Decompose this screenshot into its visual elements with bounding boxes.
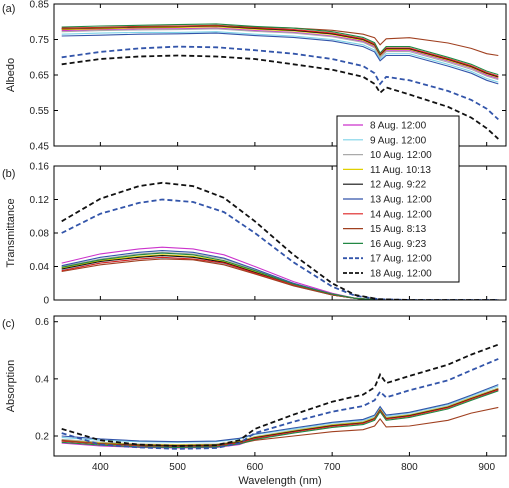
series-line-4 bbox=[61, 388, 499, 446]
series-line-4 bbox=[61, 26, 499, 79]
legend-entry-label: 11 Aug. 10:13 bbox=[370, 165, 431, 176]
y-axis-label: Absorption bbox=[5, 360, 17, 413]
x-tick-label: 600 bbox=[247, 462, 264, 473]
y-tick-label: 0.08 bbox=[30, 229, 50, 240]
y-axis-label: Transmittance bbox=[5, 198, 17, 267]
panel-label: (c) bbox=[2, 318, 15, 330]
legend-entry-label: 12 Aug. 9:22 bbox=[370, 180, 427, 191]
series-line-3 bbox=[61, 28, 499, 81]
legend-entry-label: 9 Aug. 12:00 bbox=[370, 135, 427, 146]
series-line-10 bbox=[61, 198, 499, 300]
y-tick-label: 0.85 bbox=[30, 0, 50, 11]
panel-2: 0 0.04 0.08 0.12 0.16 (b) Transmittance bbox=[2, 162, 507, 307]
series-line-6 bbox=[61, 250, 499, 300]
legend-entry-label: 18 Aug. 12:00 bbox=[370, 269, 432, 280]
series-line-8 bbox=[61, 258, 499, 300]
series-line-11 bbox=[61, 343, 499, 447]
series-line-10 bbox=[61, 45, 499, 121]
series-line-9 bbox=[61, 252, 499, 300]
x-tick-label: 800 bbox=[401, 462, 418, 473]
panel-label: (a) bbox=[2, 3, 15, 15]
y-tick-label: 0.6 bbox=[35, 317, 49, 328]
y-tick-label: 0.12 bbox=[30, 195, 50, 206]
plot-frame bbox=[53, 165, 507, 301]
legend-entry-label: 16 Aug. 9:23 bbox=[370, 239, 427, 250]
series-line-6 bbox=[61, 32, 499, 85]
plot-frame bbox=[53, 315, 507, 457]
series-line-10 bbox=[61, 358, 499, 450]
x-tick-label: 500 bbox=[169, 462, 186, 473]
legend-entry-label: 13 Aug. 12:00 bbox=[370, 195, 432, 206]
series-line-4 bbox=[61, 254, 499, 300]
panel-label: (b) bbox=[2, 168, 15, 180]
legend-entry-label: 15 Aug. 8:13 bbox=[370, 224, 427, 235]
series-line-5 bbox=[61, 25, 499, 78]
series-line-1 bbox=[61, 246, 499, 300]
y-tick-label: 0.4 bbox=[35, 374, 49, 385]
series-line-5 bbox=[61, 255, 499, 300]
y-axis-label: Albedo bbox=[5, 58, 17, 92]
series-line-9 bbox=[61, 23, 499, 76]
legend-entry-label: 8 Aug. 12:00 bbox=[370, 121, 427, 132]
panel-1: 0.45 0.55 0.65 0.75 0.85 (a) Albedo bbox=[2, 0, 507, 153]
y-tick-label: 0.04 bbox=[30, 262, 50, 273]
legend: 8 Aug. 12:00 9 Aug. 12:00 10 Aug. 12:00 11 … bbox=[336, 115, 460, 283]
series-line-2 bbox=[61, 385, 499, 443]
series-line-11 bbox=[61, 181, 499, 300]
series-line-3 bbox=[61, 387, 499, 446]
x-tick-label: 700 bbox=[324, 462, 341, 473]
y-tick-label: 0.16 bbox=[30, 162, 50, 173]
series-line-9 bbox=[61, 390, 499, 448]
panel-3: 0.2 0.4 0.6 400 500 600 700 800 900 (c) Absorption… bbox=[2, 315, 507, 487]
y-tick-label: 0.65 bbox=[30, 71, 50, 82]
y-tick-label: 0.2 bbox=[35, 432, 49, 443]
series-line-1 bbox=[61, 27, 499, 80]
y-tick-label: 0.55 bbox=[30, 106, 50, 117]
series-line-6 bbox=[61, 384, 499, 443]
plot-frame bbox=[53, 3, 507, 147]
y-tick-label: 0.75 bbox=[30, 35, 50, 46]
y-tick-label: 0.45 bbox=[30, 142, 50, 153]
legend-entry-label: 10 Aug. 12:00 bbox=[370, 150, 432, 161]
legend-entry-label: 14 Aug. 12:00 bbox=[370, 209, 432, 220]
series-line-2 bbox=[61, 31, 499, 83]
x-tick-label: 400 bbox=[92, 462, 109, 473]
legend-entry-label: 17 Aug. 12:00 bbox=[370, 254, 432, 265]
series-line-7 bbox=[61, 256, 499, 300]
series-line-8 bbox=[61, 25, 499, 57]
x-axis-label: Wavelength (nm) bbox=[238, 475, 321, 487]
series-line-11 bbox=[61, 54, 499, 140]
series-line-3 bbox=[61, 251, 499, 300]
y-tick-label: 0 bbox=[43, 296, 49, 307]
x-tick-label: 900 bbox=[478, 462, 495, 473]
